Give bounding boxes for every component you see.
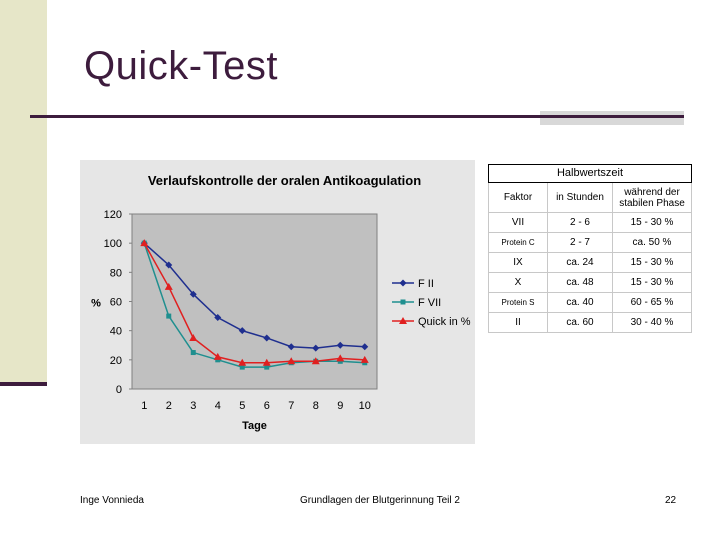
y-tick-label: 40	[110, 326, 122, 338]
data-point	[140, 239, 149, 247]
y-tick-label: 0	[116, 384, 122, 396]
x-tick-label: 4	[215, 400, 221, 412]
y-axis-label: %	[91, 298, 101, 310]
table-row: II ca. 60 30 - 40 %	[488, 312, 692, 333]
data-point	[360, 355, 369, 363]
table-cell: II	[488, 312, 548, 333]
y-tick-label: 100	[104, 238, 122, 250]
table-cell: 60 - 65 %	[612, 292, 692, 313]
x-tick-label: 5	[239, 400, 245, 412]
data-point	[264, 364, 270, 370]
table-row: IX ca. 24 15 - 30 %	[488, 252, 692, 273]
legend-label-2: Quick in %	[418, 316, 471, 328]
halbwertszeit-table-wrap: Halbwertszeit Faktor in Stunden während …	[488, 164, 692, 333]
data-point	[190, 350, 196, 356]
x-axis-label: Tage	[242, 420, 267, 432]
table-header-phase: während der stabilen Phase	[612, 182, 692, 213]
data-point	[166, 313, 172, 319]
x-tick-label: 9	[337, 400, 343, 412]
legend-marker-1	[400, 299, 406, 305]
x-tick-label: 6	[264, 400, 270, 412]
data-point	[189, 333, 198, 341]
x-tick-label: 7	[288, 400, 294, 412]
chart-area: Verlaufskontrolle der oralen Antikoagula…	[80, 160, 475, 444]
table-cell: ca. 40	[547, 292, 613, 313]
side-band	[0, 0, 47, 385]
y-tick-label: 80	[110, 267, 122, 279]
table-cell: ca. 48	[547, 272, 613, 293]
table-cell: ca. 60	[547, 312, 613, 333]
series-line-1	[143, 242, 365, 368]
data-point	[165, 261, 173, 269]
data-point	[214, 314, 222, 322]
table-header-stunden: in Stunden	[547, 182, 613, 213]
y-tick-label: 120	[104, 209, 122, 221]
x-tick-label: 1	[141, 400, 147, 412]
data-point	[287, 357, 296, 365]
data-point	[189, 290, 197, 298]
halbwertszeit-table: Halbwertszeit Faktor in Stunden während …	[488, 164, 692, 333]
legend-marker-2	[399, 317, 407, 324]
data-point	[336, 354, 345, 362]
line-chart: Verlaufskontrolle der oralen Antikoagula…	[91, 173, 471, 432]
page-number: 22	[665, 495, 677, 506]
x-tick-label: 3	[190, 400, 196, 412]
footer-author: Inge Vonnieda	[80, 495, 144, 506]
data-point	[312, 344, 320, 352]
table-cell: Protein S	[488, 292, 548, 313]
table-cell: X	[488, 272, 548, 293]
table-row: VII 2 - 6 15 - 30 %	[488, 212, 692, 233]
legend-marker-0	[399, 279, 407, 287]
table-cell: ca. 50 %	[612, 232, 692, 253]
legend-label-0: F II	[418, 278, 434, 290]
table-cell: 2 - 6	[547, 212, 613, 233]
table-cell: Protein C	[488, 232, 548, 253]
title-rule	[30, 115, 684, 118]
table-cell: VII	[488, 212, 548, 233]
data-point	[311, 357, 320, 365]
data-point	[164, 282, 173, 290]
table-cell: 2 - 7	[547, 232, 613, 253]
x-tick-label: 2	[166, 400, 172, 412]
table-cell: 15 - 30 %	[612, 212, 692, 233]
x-tick-label: 8	[313, 400, 319, 412]
series-line-2	[143, 242, 365, 364]
table-cell: ca. 24	[547, 252, 613, 273]
chart-title: Verlaufskontrolle der oralen Antikoagula…	[148, 173, 421, 188]
data-point	[238, 327, 246, 335]
plot-area	[131, 213, 378, 390]
data-point	[336, 341, 344, 349]
data-point	[262, 358, 271, 366]
data-point	[287, 343, 295, 351]
series-line-0	[143, 242, 365, 349]
x-tick-label: 10	[359, 400, 371, 412]
y-tick-label: 20	[110, 355, 122, 367]
data-point	[213, 352, 222, 360]
title-accent-bar	[540, 111, 684, 125]
table-cell: 15 - 30 %	[612, 272, 692, 293]
table-header-faktor: Faktor	[488, 182, 548, 213]
data-point	[361, 343, 369, 351]
legend-label-1: F VII	[418, 297, 441, 309]
data-point	[239, 364, 245, 370]
slide-title: Quick-Test	[84, 44, 278, 88]
data-point	[238, 358, 247, 366]
table-cell: 30 - 40 %	[612, 312, 692, 333]
side-band-edge	[0, 382, 47, 386]
table-cell: IX	[488, 252, 548, 273]
table-cell: 15 - 30 %	[612, 252, 692, 273]
table-caption: Halbwertszeit	[488, 164, 692, 183]
data-point	[263, 334, 271, 342]
footer-subtitle: Grundlagen der Blutgerinnung Teil 2	[300, 495, 460, 506]
y-tick-label: 60	[110, 297, 122, 309]
